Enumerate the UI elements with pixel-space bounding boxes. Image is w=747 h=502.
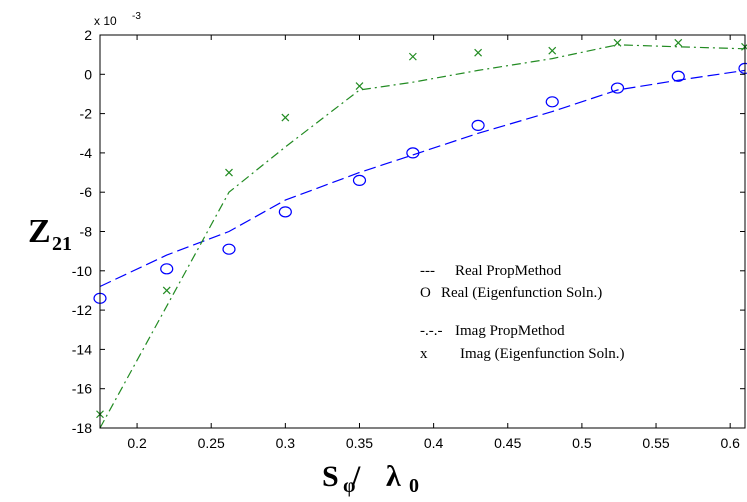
y-tick-label: -14 (72, 341, 92, 357)
data-point-circle (610, 82, 625, 94)
x-axis-label-sub-zero: 0 (409, 475, 419, 497)
legend: --- Real PropMethod O Real (Eigenfunctio… (420, 263, 625, 362)
data-point-circle (671, 70, 685, 82)
x-tick-label: 0.4 (424, 435, 444, 451)
legend-marker-real-eigen: O (420, 285, 431, 301)
series-line-imag (99, 44, 746, 429)
data-point-circle (278, 206, 292, 218)
x-tick-label: 0.6 (720, 435, 740, 451)
legend-marker-imag-prop: -.-.- (420, 323, 443, 339)
x-axis-label-lambda: λ (386, 460, 401, 493)
y-axis-label: Z 21 (28, 213, 72, 255)
y-tick-label: -10 (72, 263, 92, 279)
legend-label-real-eigen: Real (Eigenfunction Soln.) (441, 285, 602, 301)
x-tick-label: 0.3 (276, 435, 296, 451)
data-point-cross (474, 48, 483, 57)
data-point-circle (738, 62, 747, 75)
y-exponent-base: x 10 (94, 14, 117, 28)
y-tick-label: -4 (80, 145, 93, 161)
x-tick-label: 0.55 (642, 435, 669, 451)
x-axis-label-slash: / (351, 460, 361, 493)
data-point-cross (162, 286, 171, 295)
legend-label-imag-prop: Imag PropMethod (455, 323, 565, 339)
legend-marker-imag-eigen: x (420, 346, 428, 362)
legend-marker-real-prop: --- (420, 263, 435, 279)
data-point-cross (225, 168, 233, 177)
series-line-real (99, 69, 746, 288)
data-point-circle (545, 96, 559, 108)
series-layer (93, 38, 747, 429)
legend-label-real-prop: Real PropMethod (455, 263, 562, 279)
data-point-circle (222, 243, 236, 255)
x-axis-label-sub-phi: φ (343, 475, 355, 497)
ticks-layer: 0.2 0.25 0.3 0.35 0.4 0.45 0.5 0.55 0.6 2 0 -2 -4 -6 -… (72, 27, 745, 451)
y-tick-label: -18 (72, 420, 92, 436)
y-axis-label-main: Z (28, 213, 51, 250)
x-axis-label-main: S (322, 460, 339, 493)
x-tick-label: 0.5 (572, 435, 592, 451)
y-exponent-power: -3 (132, 11, 141, 22)
data-point-cross (408, 52, 417, 61)
data-point-circle (160, 263, 174, 275)
y-tick-label: -6 (80, 184, 93, 200)
axes-box (99, 34, 746, 429)
x-axis-label: S φ / λ 0 (322, 460, 419, 497)
x-tick-label: 0.35 (346, 435, 373, 451)
data-point-cross (674, 38, 683, 47)
y-tick-label: -12 (72, 302, 92, 318)
y-tick-label: -2 (80, 106, 93, 122)
y-tick-label: -16 (72, 381, 92, 397)
data-point-circle (471, 119, 485, 131)
data-point-circle (352, 174, 367, 187)
data-point-cross (613, 38, 622, 47)
legend-label-imag-eigen: Imag (Eigenfunction Soln.) (460, 346, 625, 362)
data-point-cross (281, 113, 290, 122)
x-tick-label: 0.45 (494, 435, 521, 451)
y-axis-label-sub: 21 (52, 233, 72, 255)
x-tick-label: 0.2 (127, 435, 147, 451)
y-tick-label: 0 (84, 66, 92, 82)
data-point-cross (548, 46, 557, 55)
data-point-cross (355, 82, 364, 91)
x-tick-label: 0.25 (198, 435, 225, 451)
y-tick-label: -8 (80, 224, 93, 240)
data-point-circle (406, 147, 420, 159)
y-tick-label: 2 (84, 27, 92, 43)
